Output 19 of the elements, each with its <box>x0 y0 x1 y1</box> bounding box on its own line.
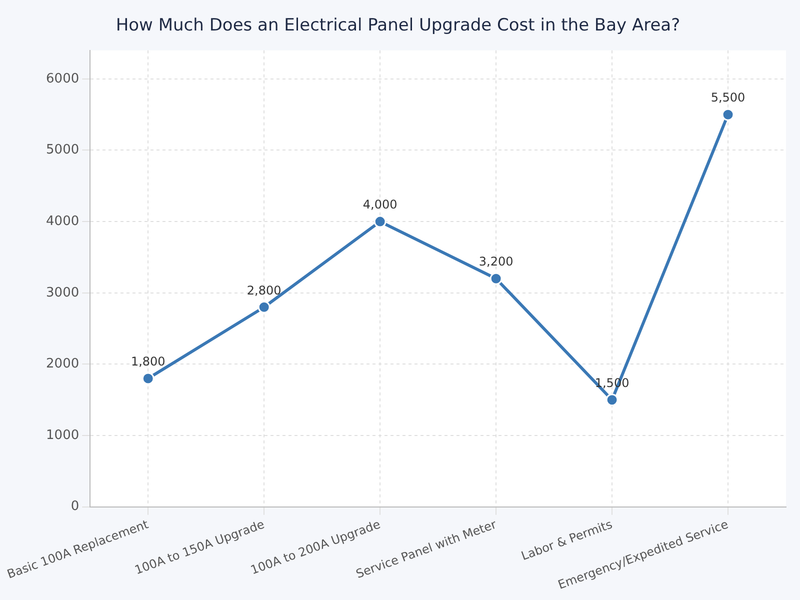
y-tick-label: 2000 <box>46 356 80 372</box>
point <box>606 394 618 406</box>
point <box>258 300 270 314</box>
data-label: 5,500 <box>710 90 746 105</box>
point <box>490 272 502 285</box>
point <box>142 372 154 385</box>
point <box>374 215 386 228</box>
data-label: 4,000 <box>362 198 398 212</box>
data-label: 2,800 <box>246 283 282 298</box>
y-tick-label: 0 <box>70 499 80 514</box>
y-tick-label: 1000 <box>46 428 80 443</box>
point <box>722 108 734 121</box>
y-tick-label: 3000 <box>46 285 80 300</box>
y-tick-label: 5000 <box>46 142 80 158</box>
data-label: 3,200 <box>478 254 514 269</box>
y-tick-label: 6000 <box>46 71 80 86</box>
y-tick-label: 4000 <box>46 214 80 229</box>
chart-title: How Much Does an Electrical Panel Upgrade Cost in the Bay Area? <box>116 16 680 36</box>
data-label: 1,800 <box>130 354 166 369</box>
